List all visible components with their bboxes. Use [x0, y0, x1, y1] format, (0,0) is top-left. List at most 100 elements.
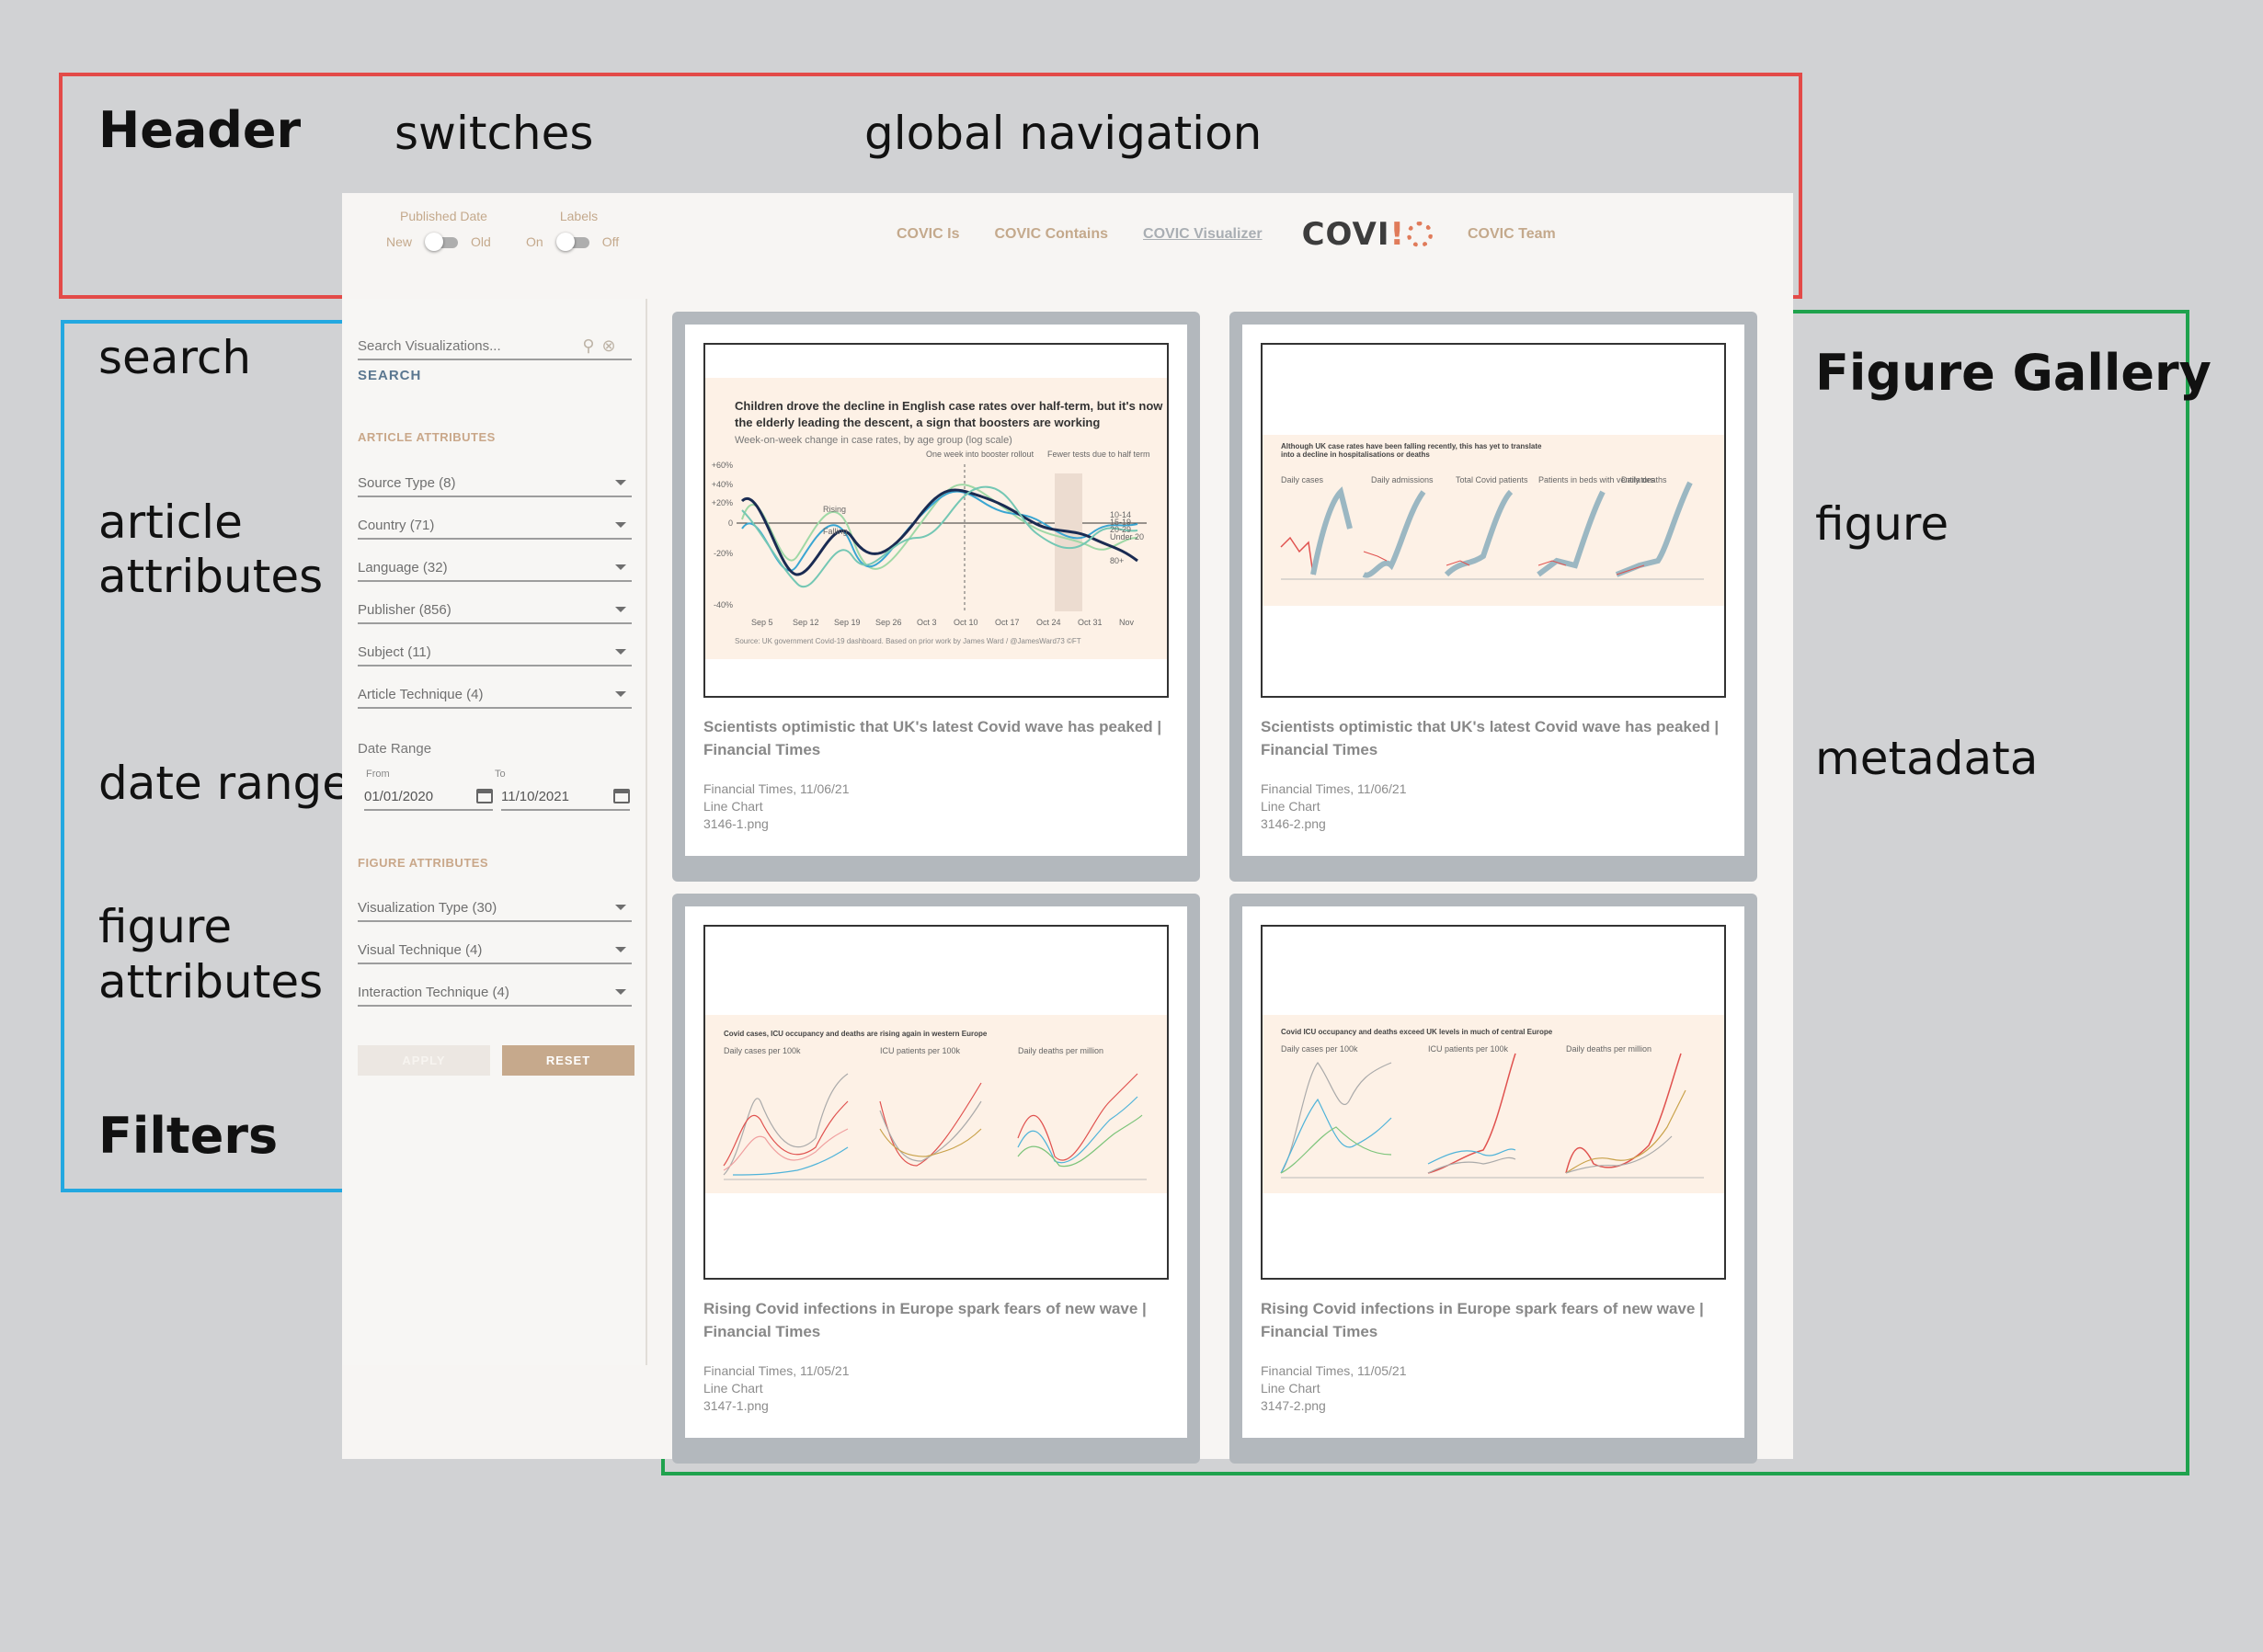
figure-thumbnail[interactable]: Covid ICU occupancy and deaths exceed UK… — [1261, 925, 1726, 1280]
dropdown-source-type[interactable]: Source Type (8) — [358, 470, 632, 497]
series-line — [741, 485, 1138, 587]
figure-file: 3146-1.png — [703, 816, 769, 831]
series-line — [1280, 1061, 1392, 1174]
y-tick: -40% — [714, 600, 733, 610]
chevron-down-icon — [615, 480, 626, 485]
annotation-header: Header — [98, 101, 302, 159]
y-tick: +60% — [712, 461, 733, 470]
series-label: Under 20 — [1110, 532, 1144, 541]
small-multiples-chart: Daily cases per 100k ICU patients per 10… — [1280, 1044, 1704, 1179]
x-tick: Sep 26 — [875, 618, 902, 627]
dropdown-interaction-technique[interactable]: Interaction Technique (4) — [358, 979, 632, 1007]
nav-covic-contains[interactable]: COVIC Contains — [994, 226, 1109, 242]
x-tick: Oct 10 — [954, 618, 978, 627]
y-tick: +40% — [712, 480, 733, 489]
calendar-icon[interactable] — [476, 789, 493, 803]
nav-covic-team[interactable]: COVIC Team — [1467, 226, 1556, 242]
annotation-figure-gallery: Figure Gallery — [1815, 344, 2212, 402]
figure-title[interactable]: Scientists optimistic that UK's latest C… — [703, 718, 1162, 758]
date-to-value: 11/10/2021 — [501, 788, 569, 804]
figure-thumbnail[interactable]: Covid cases, ICU occupancy and deaths ar… — [703, 925, 1169, 1280]
series-line — [1565, 1135, 1673, 1174]
dropdown-visualization-type[interactable]: Visualization Type (30) — [358, 894, 632, 922]
panel-title: Daily cases — [1281, 475, 1324, 484]
x-tick: Sep 19 — [834, 618, 861, 627]
covic-logo[interactable]: COVICCOVI! — [1297, 216, 1433, 253]
figure-metadata: Financial Times, 11/06/21 Line Chart 314… — [703, 780, 850, 833]
figure-card[interactable]: Although UK case rates have been falling… — [1229, 312, 1757, 882]
dropdown-label: Visualization Type (30) — [358, 899, 497, 916]
figure-metadata: Financial Times, 11/05/21 Line Chart 314… — [1261, 1362, 1407, 1415]
chart-background — [705, 1015, 1167, 1193]
dropdown-label: Source Type (8) — [358, 474, 456, 491]
dropdown-language[interactable]: Language (32) — [358, 554, 632, 582]
calendar-icon[interactable] — [613, 789, 630, 803]
series-line — [1363, 551, 1388, 562]
search-icon[interactable]: ⚲ — [582, 336, 595, 355]
series-line — [732, 1146, 849, 1176]
apply-button[interactable]: APPLY — [358, 1045, 490, 1076]
search-row: ⚲ ⊗ — [358, 333, 632, 360]
dropdown-visual-technique[interactable]: Visual Technique (4) — [358, 937, 632, 964]
figure-card[interactable]: Children drove the decline in English ca… — [672, 312, 1200, 882]
figure-metadata: Financial Times, 11/05/21 Line Chart 314… — [703, 1362, 850, 1415]
labels-toggle[interactable] — [555, 233, 589, 251]
figure-type: Line Chart — [1261, 799, 1320, 814]
date-from-field[interactable]: 01/01/2020 — [364, 783, 493, 811]
search-input[interactable] — [358, 337, 578, 354]
figure-card[interactable]: Covid cases, ICU occupancy and deaths ar… — [672, 894, 1200, 1464]
clear-icon[interactable]: ⊗ — [601, 336, 616, 355]
figure-title[interactable]: Rising Covid infections in Europe spark … — [703, 1300, 1147, 1340]
chart-background — [705, 378, 1167, 659]
chevron-down-icon — [615, 691, 626, 697]
annotation-booster: One week into booster rollout — [926, 450, 1034, 459]
figure-card-body: Although UK case rates have been falling… — [1242, 325, 1744, 856]
from-label: From — [366, 769, 390, 780]
series-line — [1446, 560, 1470, 566]
series-line — [723, 1100, 849, 1167]
dropdown-publisher[interactable]: Publisher (856) — [358, 597, 632, 624]
panel-title: Daily deaths per million — [1566, 1044, 1652, 1054]
nav-covic-visualizer[interactable]: COVIC Visualizer — [1143, 226, 1263, 242]
panel-title: ICU patients per 100k — [880, 1046, 961, 1055]
figure-type: Line Chart — [703, 1381, 763, 1396]
annotation-article-1: article — [98, 496, 243, 549]
nav-covic-is[interactable]: COVIC Is — [897, 226, 960, 242]
series-line — [1444, 489, 1514, 577]
date-to-field[interactable]: 11/10/2021 — [501, 783, 630, 811]
series-line — [1280, 1126, 1392, 1174]
chart-subtitle: Week-on-week change in case rates, by ag… — [735, 435, 1012, 446]
figure-thumbnail[interactable]: Although UK case rates have been falling… — [1261, 343, 1726, 698]
reset-button[interactable]: RESET — [502, 1045, 634, 1076]
search-button[interactable]: SEARCH — [358, 368, 422, 383]
figure-card[interactable]: Covid ICU occupancy and deaths exceed UK… — [1229, 894, 1757, 1464]
labels-label: Labels — [559, 209, 599, 223]
figure-title[interactable]: Rising Covid infections in Europe spark … — [1261, 1300, 1704, 1340]
published-date-toggle[interactable] — [425, 233, 459, 251]
figure-thumbnail[interactable]: Children drove the decline in English ca… — [703, 343, 1169, 698]
figure-source: Financial Times, 11/06/21 — [703, 781, 850, 796]
panel-title: Patients in beds with ventilators — [1538, 475, 1655, 484]
chevron-down-icon — [615, 522, 626, 528]
dropdown-subject[interactable]: Subject (11) — [358, 639, 632, 666]
series-line — [1310, 486, 1353, 575]
y-tick: -20% — [714, 549, 733, 558]
chevron-down-icon — [615, 564, 626, 570]
chart-title: Covid ICU occupancy and deaths exceed UK… — [1281, 1028, 1553, 1036]
annotation-global-navigation: global navigation — [864, 107, 1263, 160]
series-line — [723, 1073, 849, 1176]
figure-type: Line Chart — [1261, 1381, 1320, 1396]
annotation-switches: switches — [394, 107, 594, 160]
series-line — [1427, 1148, 1516, 1165]
series-label: 80+ — [1110, 556, 1124, 565]
figure-title[interactable]: Scientists optimistic that UK's latest C… — [1261, 718, 1720, 758]
figure-file: 3146-2.png — [1261, 816, 1326, 831]
dropdown-article-technique[interactable]: Article Technique (4) — [358, 681, 632, 709]
annotation-date-range: date range — [98, 757, 351, 810]
chart-source: Source: UK government Covid-19 dashboard… — [735, 637, 1081, 645]
to-label: To — [495, 769, 506, 780]
dropdown-country[interactable]: Country (71) — [358, 512, 632, 540]
series-line — [1362, 490, 1426, 578]
series-line — [1280, 1098, 1392, 1174]
figure-file: 3147-2.png — [1261, 1398, 1326, 1413]
